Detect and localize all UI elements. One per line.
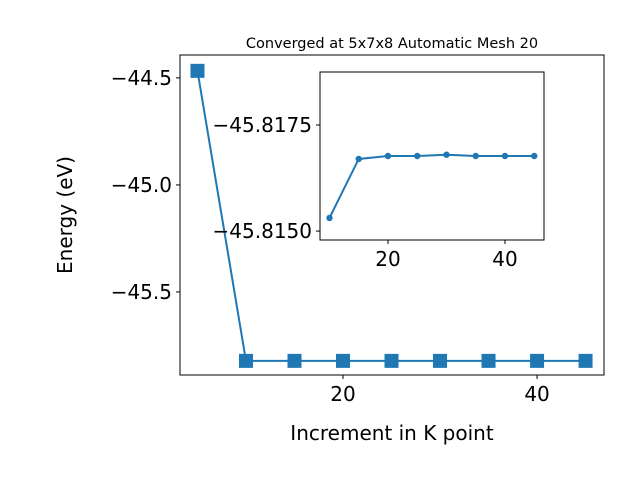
y-tick-label: −45.8175 (213, 113, 312, 137)
series-line (328, 153, 535, 219)
y-tick-label: −45.8150 (213, 219, 312, 243)
marker (190, 63, 205, 78)
marker (433, 353, 448, 368)
y-tick-label: −44.5 (111, 66, 172, 90)
y-tick-label: −45.5 (111, 280, 172, 304)
marker (472, 152, 479, 160)
x-tick-label: 20 (375, 247, 400, 271)
x-tick-label: 20 (330, 382, 355, 406)
marker (384, 353, 399, 368)
x-tick-label: 40 (524, 382, 549, 406)
marker (414, 152, 421, 160)
x-axis-label: Increment in K point (290, 421, 494, 445)
marker (355, 155, 362, 163)
marker (287, 353, 302, 368)
marker (336, 353, 351, 368)
marker (501, 152, 509, 160)
y-axis-label: Energy (eV) (53, 156, 77, 274)
chart-title: Converged at 5x7x8 Automatic Mesh 20 (246, 36, 538, 52)
y-tick-label: −45.0 (111, 173, 172, 197)
marker (531, 152, 538, 160)
marker (238, 353, 253, 368)
marker (384, 152, 392, 160)
x-tick-label: 40 (492, 247, 517, 271)
marker (578, 353, 593, 368)
marker (326, 214, 333, 222)
marker (530, 353, 545, 368)
marker (443, 151, 450, 158)
marker (481, 353, 496, 368)
